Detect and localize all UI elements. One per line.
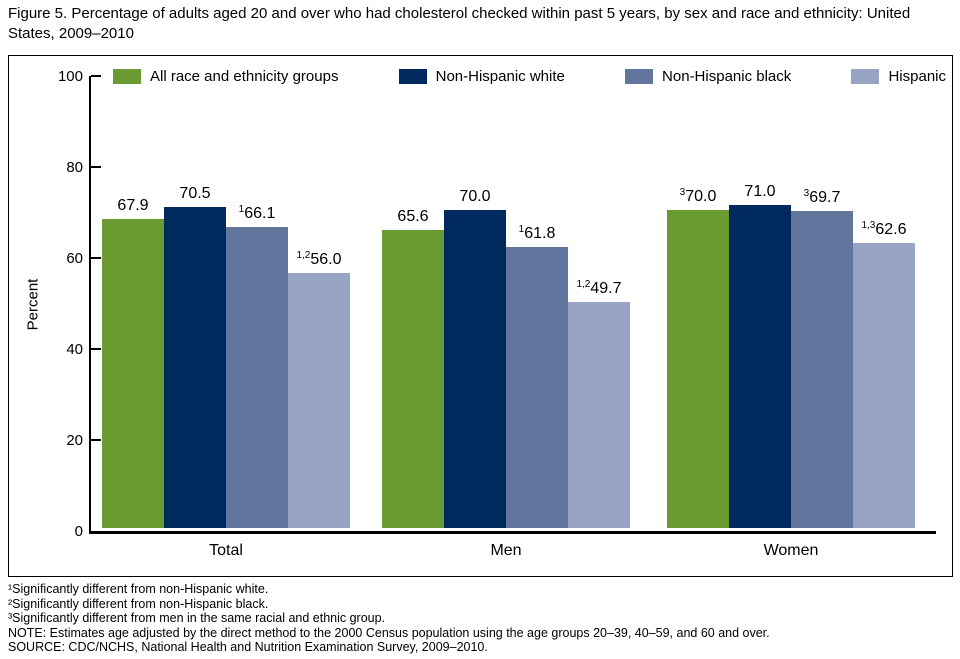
- bar-group: 67.9 70.5 166.1 1,256.0: [102, 76, 350, 528]
- footnote-line: NOTE: Estimates age adjusted by the dire…: [8, 625, 770, 640]
- bar-value-label: 1,249.7: [576, 278, 622, 297]
- significance-superscript: 1: [518, 223, 525, 235]
- x-category-label: Men: [490, 542, 522, 559]
- y-tick-label: 100: [57, 67, 83, 85]
- bar: [102, 219, 164, 528]
- bar: [164, 207, 226, 528]
- bar: [288, 273, 350, 528]
- bar: [568, 301, 630, 528]
- y-tick-label: 0: [74, 522, 83, 540]
- bar-value-label: 67.9: [117, 197, 149, 215]
- bar-group: 370.0 71.0 369.7 1,362.6: [667, 76, 915, 528]
- y-tick-label: 20: [66, 431, 83, 449]
- x-axis-baseline: [89, 531, 936, 534]
- legend-item: Non-Hispanic black: [625, 68, 791, 85]
- bar-value-label: 71.0: [744, 182, 776, 200]
- y-tick: [91, 166, 101, 168]
- legend-item: Non-Hispanic white: [398, 68, 565, 85]
- bar: [444, 209, 506, 528]
- bar-value-label: 70.0: [459, 187, 491, 205]
- significance-superscript: 1,2: [576, 278, 591, 290]
- legend-item: Hispanic: [851, 68, 946, 85]
- footnote-line: ³Significantly different from men in the…: [8, 611, 386, 626]
- bar: [853, 243, 915, 528]
- footnote-line: ²Significantly different from non-Hispan…: [8, 596, 269, 611]
- bar-value-label: 65.6: [397, 207, 429, 225]
- y-tick: [91, 75, 101, 77]
- chart-legend: All race and ethnicity groups Non-Hispani…: [113, 68, 946, 85]
- bar-value-label: 70.5: [179, 185, 211, 203]
- x-category-label: Women: [763, 542, 819, 559]
- legend-label: All race and ethnicity groups: [150, 68, 339, 85]
- chart-frame: All race and ethnicity groups Non-Hispani…: [8, 55, 953, 577]
- y-axis-line: [89, 76, 91, 533]
- bar: [382, 229, 444, 528]
- bar-value-label: 369.7: [803, 187, 841, 206]
- y-tick-label: 80: [66, 158, 83, 176]
- legend-swatch: [851, 69, 880, 84]
- significance-superscript: 3: [679, 186, 686, 198]
- bar: [729, 204, 791, 528]
- bar-value-label: 1,256.0: [296, 250, 342, 269]
- legend-label: Non-Hispanic white: [435, 68, 565, 85]
- bar-value-label: 166.1: [238, 204, 276, 223]
- bar-value-label: 1,362.6: [861, 220, 907, 239]
- x-category-label: Total: [209, 542, 243, 559]
- legend-label: Non-Hispanic black: [662, 68, 792, 85]
- bar: [506, 246, 568, 528]
- y-tick: [91, 439, 101, 441]
- y-tick: [91, 257, 101, 259]
- legend-item: All race and ethnicity groups: [113, 68, 338, 85]
- legend-label: Hispanic: [888, 68, 946, 85]
- y-axis-label: Percent: [24, 278, 42, 331]
- bar-value-label: 161.8: [518, 223, 556, 242]
- plot-area: 0 20 40 60 80 100 67.9 70.5 166.1 1,256.0 Total 65.…: [58, 69, 936, 559]
- significance-superscript: 1,2: [296, 250, 311, 262]
- footnote-line: ¹Significantly different from non-Hispan…: [8, 582, 269, 596]
- bar: [226, 227, 288, 528]
- bar: [667, 209, 729, 528]
- legend-swatch: [113, 69, 141, 84]
- significance-superscript: 1,3: [861, 220, 876, 232]
- significance-superscript: 3: [803, 187, 810, 199]
- y-tick-label: 60: [66, 249, 83, 267]
- significance-superscript: 1: [238, 204, 245, 216]
- bar: [791, 210, 853, 528]
- legend-swatch: [398, 69, 427, 84]
- bar-value-label: 370.0: [679, 186, 717, 205]
- figure-title: Figure 5. Percentage of adults aged 20 a…: [8, 5, 911, 42]
- legend-swatch: [625, 69, 654, 84]
- bar-group: 65.6 70.0 161.8 1,249.7: [382, 76, 630, 528]
- y-tick: [91, 348, 101, 350]
- footnotes: ¹Significantly different from non-Hispan…: [8, 582, 956, 655]
- y-tick-label: 40: [66, 340, 83, 358]
- footnote-line: SOURCE: CDC/NCHS, National Health and Nu…: [8, 640, 488, 655]
